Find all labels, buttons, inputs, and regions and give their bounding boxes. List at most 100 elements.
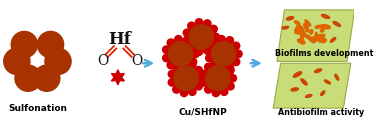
Text: Antibiofilm activity: Antibiofilm activity <box>278 108 364 117</box>
Ellipse shape <box>310 37 315 42</box>
Circle shape <box>204 86 212 93</box>
Circle shape <box>180 89 188 97</box>
Ellipse shape <box>310 30 313 34</box>
Polygon shape <box>277 10 355 61</box>
Circle shape <box>183 37 191 44</box>
Circle shape <box>34 65 60 91</box>
Circle shape <box>168 42 193 66</box>
Circle shape <box>183 64 191 71</box>
Ellipse shape <box>301 33 304 40</box>
Ellipse shape <box>315 25 322 28</box>
Circle shape <box>203 20 211 27</box>
Circle shape <box>173 63 180 71</box>
Circle shape <box>206 46 213 53</box>
Ellipse shape <box>315 37 324 41</box>
Circle shape <box>200 70 208 78</box>
Circle shape <box>211 42 236 66</box>
Circle shape <box>195 19 203 26</box>
Circle shape <box>37 31 64 58</box>
Circle shape <box>188 22 195 30</box>
Circle shape <box>227 66 234 74</box>
Text: O: O <box>131 54 142 68</box>
Circle shape <box>210 61 218 69</box>
Circle shape <box>229 74 237 82</box>
Circle shape <box>15 65 41 91</box>
Ellipse shape <box>287 17 294 20</box>
Circle shape <box>167 39 175 46</box>
Circle shape <box>189 42 197 50</box>
Circle shape <box>175 65 182 72</box>
Circle shape <box>232 58 240 66</box>
Circle shape <box>206 66 230 90</box>
Circle shape <box>168 79 176 86</box>
Text: O: O <box>97 54 108 68</box>
Circle shape <box>188 44 195 52</box>
Ellipse shape <box>302 32 306 36</box>
Circle shape <box>218 65 225 72</box>
Ellipse shape <box>295 31 305 34</box>
Ellipse shape <box>305 20 311 26</box>
Ellipse shape <box>301 79 307 85</box>
Circle shape <box>11 31 37 58</box>
Ellipse shape <box>295 26 300 33</box>
Ellipse shape <box>317 34 325 38</box>
Circle shape <box>168 70 176 78</box>
Circle shape <box>167 61 175 69</box>
Circle shape <box>189 88 196 95</box>
Circle shape <box>189 25 213 49</box>
Ellipse shape <box>321 28 324 32</box>
Circle shape <box>210 25 217 33</box>
Circle shape <box>203 47 211 54</box>
Circle shape <box>220 88 228 95</box>
Ellipse shape <box>305 95 312 97</box>
Circle shape <box>195 82 202 90</box>
Ellipse shape <box>304 23 309 32</box>
Circle shape <box>232 42 240 50</box>
Ellipse shape <box>310 37 320 42</box>
Circle shape <box>189 58 197 66</box>
Ellipse shape <box>325 80 330 84</box>
Text: Hf: Hf <box>108 31 131 48</box>
Polygon shape <box>112 70 124 85</box>
Circle shape <box>197 74 205 82</box>
Circle shape <box>204 63 212 71</box>
Circle shape <box>220 61 228 68</box>
Ellipse shape <box>315 32 318 40</box>
Circle shape <box>218 36 225 43</box>
Ellipse shape <box>297 25 303 31</box>
Circle shape <box>173 86 180 93</box>
Circle shape <box>212 60 220 67</box>
Ellipse shape <box>313 37 317 43</box>
Circle shape <box>195 66 202 74</box>
Ellipse shape <box>305 35 311 39</box>
Circle shape <box>210 41 217 49</box>
Ellipse shape <box>319 35 321 43</box>
Circle shape <box>163 54 170 62</box>
Ellipse shape <box>282 26 288 29</box>
Circle shape <box>4 48 30 74</box>
Circle shape <box>226 37 234 44</box>
Circle shape <box>227 82 234 90</box>
Circle shape <box>189 61 196 68</box>
Ellipse shape <box>321 25 330 29</box>
Ellipse shape <box>293 72 302 77</box>
Ellipse shape <box>333 22 341 26</box>
Circle shape <box>235 50 242 58</box>
Circle shape <box>45 48 71 74</box>
Circle shape <box>192 50 199 58</box>
Circle shape <box>163 46 170 53</box>
Ellipse shape <box>321 91 325 95</box>
Circle shape <box>175 36 182 43</box>
Text: Sulfonation: Sulfonation <box>8 104 67 113</box>
Circle shape <box>195 48 203 55</box>
Ellipse shape <box>322 14 330 18</box>
Ellipse shape <box>330 38 336 42</box>
Ellipse shape <box>291 88 298 91</box>
Circle shape <box>174 66 198 90</box>
Circle shape <box>210 39 218 46</box>
Circle shape <box>200 79 208 86</box>
Ellipse shape <box>297 39 305 44</box>
Circle shape <box>226 64 234 71</box>
Polygon shape <box>273 63 351 108</box>
Circle shape <box>212 33 220 41</box>
